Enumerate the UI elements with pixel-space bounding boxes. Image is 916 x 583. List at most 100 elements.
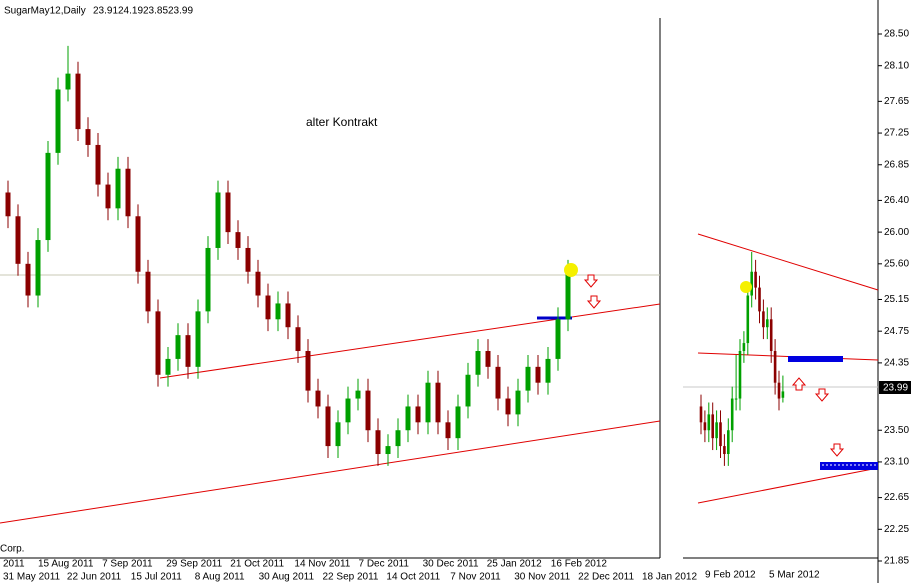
candle-body <box>715 422 718 439</box>
x-tick-label: 8 Aug 2011 <box>195 572 245 583</box>
x-tick-label: 22 Dec 2011 <box>578 572 634 583</box>
x-tick-label: 14 Oct 2011 <box>386 572 440 583</box>
annotation: alter Kontrakt <box>306 115 378 129</box>
x-tick-label: 30 Dec 2011 <box>423 559 479 570</box>
x-tick-label: 25 Jan 2012 <box>487 559 542 570</box>
candle-body <box>545 358 551 383</box>
x-tick-label: 14 Nov 2011 <box>294 559 350 570</box>
candle-body <box>385 446 391 455</box>
candle-body <box>746 295 750 344</box>
candle-body <box>275 303 281 320</box>
candle-body <box>265 295 271 320</box>
x-tick-label: 15 Aug 2011 <box>38 559 94 570</box>
candle-body <box>719 422 722 447</box>
candle-body <box>781 391 785 398</box>
trendline <box>697 467 879 504</box>
x-tick-label: 22 Jun 2011 <box>67 572 122 583</box>
x-tick-label: 5 Mar 2012 <box>769 570 820 581</box>
candle-body <box>125 168 131 217</box>
x-tick-label: 31 May 2011 <box>3 572 61 583</box>
candle-body <box>235 232 241 248</box>
footer: Corp. <box>0 544 24 555</box>
candle-body <box>750 271 753 296</box>
candles <box>5 45 785 466</box>
x-tick-label: 18 Jan 2012 <box>642 572 697 583</box>
candle-body <box>245 247 251 272</box>
current-price-box <box>879 381 911 394</box>
candle-body <box>285 303 291 328</box>
y-tick-label: 25.15 <box>884 294 909 305</box>
x-tick-label: 15 Jul 2011 <box>131 572 182 583</box>
candle-body <box>165 358 171 375</box>
candle-body <box>155 311 161 375</box>
candle-body <box>465 374 471 407</box>
candle-body <box>703 422 707 431</box>
candle-body <box>425 382 431 423</box>
candle-body <box>565 271 571 320</box>
candle-body <box>711 414 714 439</box>
candle-body <box>95 144 101 185</box>
candle-body <box>435 382 441 423</box>
candle-body <box>185 335 191 367</box>
candle-body <box>75 73 81 130</box>
ohlc-open: 23.91 <box>93 6 118 17</box>
chart-title: SugarMay12,Daily <box>4 6 86 17</box>
candle-body <box>195 311 201 367</box>
up-arrow <box>791 377 807 391</box>
candle-body <box>395 430 401 447</box>
candle-body <box>335 422 341 447</box>
candle-body <box>777 382 781 399</box>
candle-body <box>105 184 111 209</box>
y-tick-label: 26.40 <box>884 195 909 206</box>
candle-body <box>505 398 511 415</box>
candle-body <box>742 343 746 351</box>
y-tick-label: 22.25 <box>884 524 909 535</box>
y-tick-label: 22.65 <box>884 492 909 503</box>
candle-body <box>723 446 726 455</box>
candle-body <box>15 216 21 264</box>
candle-body <box>525 366 531 391</box>
candle-body <box>295 327 301 351</box>
x-tick-label: 22 Sep 2011 <box>323 572 379 583</box>
candle-body <box>215 192 221 248</box>
candle-body <box>475 350 481 375</box>
x-tick-label: 7 Dec 2011 <box>359 559 410 570</box>
x-tick-label: 21 Oct 2011 <box>230 559 284 570</box>
y-tick-label: 27.25 <box>884 128 909 139</box>
x-tick-label: 16 Feb 2012 <box>551 559 608 570</box>
candle-body <box>495 366 501 399</box>
candle-body <box>485 350 491 367</box>
candle-body <box>699 406 703 423</box>
highlight-dot <box>740 281 752 293</box>
x-tick-label: 2011 <box>3 559 25 570</box>
candle-body <box>405 406 411 431</box>
level-marker <box>820 462 878 470</box>
y-tick-label: 23.50 <box>884 425 909 436</box>
ohlc-high: 24.19 <box>118 6 143 17</box>
candle-body <box>738 350 742 399</box>
candle-body <box>5 192 11 217</box>
candle-body <box>515 390 521 415</box>
candle-body <box>555 319 561 359</box>
candle-body <box>365 390 371 431</box>
down-arrow <box>814 388 830 402</box>
candle-body <box>773 350 777 383</box>
candle-body <box>345 398 351 423</box>
highlight-dot <box>564 263 578 277</box>
candle-body <box>115 168 121 209</box>
candle-body <box>355 390 361 399</box>
y-tick-label: 26.00 <box>884 227 909 238</box>
y-tick-label: 25.60 <box>884 258 909 269</box>
candle-body <box>535 366 541 383</box>
trendline <box>697 233 879 291</box>
candle-body <box>766 319 769 328</box>
y-tick-label: 28.10 <box>884 60 909 71</box>
y-tick-label: 23.10 <box>884 457 909 468</box>
candle-body <box>762 311 765 328</box>
candle-body <box>175 335 181 359</box>
candle-body <box>754 271 757 288</box>
candle-body <box>315 390 321 407</box>
trendline <box>159 303 661 379</box>
candle-body <box>65 73 71 90</box>
